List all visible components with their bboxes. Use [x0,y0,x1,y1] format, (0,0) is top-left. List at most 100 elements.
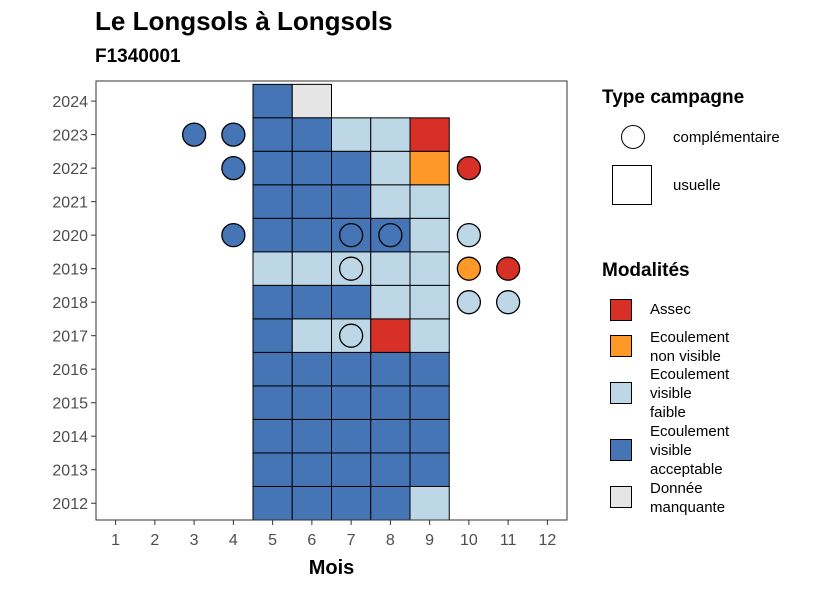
point-2019-11 [495,256,521,281]
tile-2016-8 [370,351,411,387]
tile-2012-7 [331,485,372,520]
tile-2021-9 [409,184,450,219]
tile-2021-7 [331,184,372,219]
tile-2022-5 [252,150,293,186]
tile-2023-5 [252,117,293,152]
chart-subtitle: F1340001 [95,46,181,67]
tile-2021-8 [370,184,411,219]
point-2020-10 [456,223,482,248]
legend-label-mod-2-0: Ecoulement [650,366,730,383]
point-2022-10 [456,155,482,181]
tile-2012-8 [370,485,411,520]
point-2019-10 [456,256,482,281]
legend-label-usuelle: usuelle [673,177,721,194]
plot-area [181,83,521,520]
y-tick-label: 2012 [52,496,88,513]
tile-2018-6 [291,284,332,320]
tile-2019-6 [291,251,332,286]
y-tick-label: 2019 [52,262,88,279]
tile-2024-5 [252,83,293,119]
tile-2016-7 [331,351,372,387]
tile-2015-8 [370,385,411,420]
tile-2019-5 [252,251,293,286]
tile-2023-7 [331,117,372,152]
legend-swatch-4 [610,486,632,508]
tile-2019-8 [370,251,411,286]
x-tick-label: 2 [150,532,159,549]
y-tick-label: 2020 [52,228,88,245]
x-tick-label: 6 [307,532,316,549]
tile-2013-9 [409,452,450,487]
y-tick-label: 2024 [52,94,88,111]
legend-swatch-1 [610,335,632,357]
legend-label-mod-2-2: faible [650,404,686,421]
legend-label-mod-3-0: Ecoulement [650,423,730,440]
x-tick-label: 7 [347,532,356,549]
x-tick-label: 12 [538,532,556,549]
x-tick-label: 4 [229,532,238,549]
point-2019-7 [338,256,364,281]
tile-2022-7 [331,150,372,186]
legend-label-mod-3-2: acceptable [650,461,723,478]
tile-2023-8 [370,117,411,152]
tile-2022-8 [370,150,411,186]
x-tick-label: 5 [268,532,277,549]
point-2017-7 [338,323,364,348]
tile-2012-9 [409,485,450,520]
tile-2021-5 [252,184,293,219]
tile-2016-6 [291,351,332,387]
tile-2015-5 [252,385,293,420]
x-tick-label: 9 [425,532,434,549]
y-tick-label: 2018 [52,295,88,312]
tile-2018-9 [409,284,450,320]
legend-swatch-3 [610,439,632,461]
tile-2018-8 [370,284,411,320]
point-2020-8 [378,223,403,248]
tile-2016-9 [409,351,450,387]
x-tick-label: 3 [190,532,199,549]
tile-2022-6 [291,150,332,186]
point-2022-4 [221,155,246,181]
tile-2015-7 [331,385,372,420]
legend-swatch-2 [610,382,632,404]
tile-2020-5 [252,217,293,253]
tile-2014-6 [291,418,332,454]
legend-label-complementaire: complémentaire [673,129,780,146]
y-tick-label: 2016 [52,362,88,379]
tile-2020-9 [409,217,450,253]
tile-2013-6 [291,452,332,487]
tile-2019-9 [409,251,450,286]
tile-2018-5 [252,284,293,320]
tile-2013-7 [331,452,372,487]
x-tick-label: 8 [386,532,395,549]
y-tick-label: 2022 [52,161,88,178]
legend-label-mod-2-1: visible [650,385,692,402]
y-tick-label: 2015 [52,396,88,413]
point-2023-4 [221,122,246,147]
point-2020-7 [338,223,364,248]
tile-2017-9 [409,318,450,353]
tile-2020-6 [291,217,332,253]
tile-2014-9 [409,418,450,454]
tile-2015-6 [291,385,332,420]
tile-2016-5 [252,351,293,387]
tile-2017-5 [252,318,293,353]
legend-label-mod-0-0: Assec [650,301,691,318]
legend-label-mod-3-1: visible [650,442,692,459]
tile-2022-9 [409,150,450,186]
legend-square-icon [612,165,652,205]
y-tick-label: 2021 [52,195,88,212]
legend-label-mod-1-0: Ecoulement [650,329,730,346]
tile-2024-6 [291,83,332,119]
x-tick-label: 11 [500,532,517,549]
tile-2014-8 [370,418,411,454]
legend-title-type: Type campagne [602,87,745,108]
tile-2013-5 [252,452,293,487]
point-2020-4 [221,223,246,248]
y-tick-label: 2017 [52,329,88,346]
tile-2018-7 [331,284,372,320]
y-tick-label: 2013 [52,463,88,480]
legend-swatch-0 [610,299,632,321]
legend-label-mod-1-1: non visible [650,348,721,365]
